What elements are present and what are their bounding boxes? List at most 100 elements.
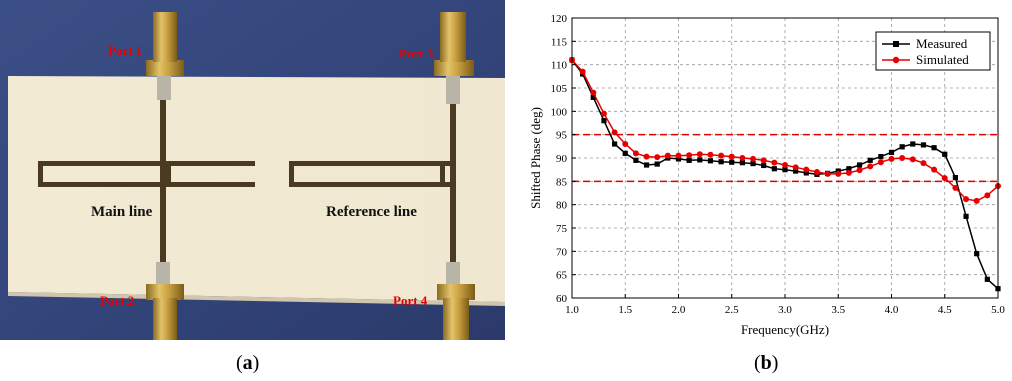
x-tick-label: 4.0 — [885, 304, 899, 316]
simulated-point — [632, 150, 639, 157]
y-tick-label: 95 — [556, 130, 568, 142]
measured-point — [750, 161, 756, 167]
y-tick-label: 90 — [556, 153, 568, 165]
simulated-point — [941, 175, 948, 182]
simulated-point — [899, 155, 906, 161]
measured-point — [878, 154, 884, 160]
main-line-trace — [38, 82, 255, 282]
measured-point — [654, 161, 660, 167]
measured-point — [686, 157, 692, 163]
y-tick-label: 105 — [551, 83, 568, 95]
y-tick-label: 65 — [556, 270, 568, 282]
legend-measured-marker — [893, 41, 899, 47]
caption-b: (b) — [754, 352, 778, 375]
measured-point — [601, 118, 607, 124]
sma-connector-port2 — [146, 262, 184, 340]
y-tick-label: 70 — [556, 246, 568, 258]
y-tick-label: 120 — [551, 13, 568, 25]
measured-point — [846, 166, 852, 172]
x-tick-label: 1.5 — [618, 304, 632, 316]
y-tick-label: 75 — [556, 223, 568, 235]
x-tick-label: 2.5 — [725, 304, 739, 316]
chart-series — [569, 57, 1001, 292]
simulated-point — [686, 152, 693, 159]
y-axis-title: Shifted Phase (deg) — [528, 107, 543, 209]
measured-point — [771, 166, 777, 172]
caption-a: (a) — [236, 352, 259, 375]
simulated-point — [984, 192, 991, 199]
reference-lines — [572, 133, 998, 183]
measured-point — [910, 141, 916, 147]
simulated-point — [909, 156, 916, 163]
simulated-point — [813, 169, 820, 175]
x-axis-title: Frequency(GHz) — [741, 322, 829, 337]
sma-connector-port3 — [434, 12, 474, 104]
y-tick-label: 100 — [551, 106, 568, 118]
measured-point — [867, 157, 873, 163]
pcb-board — [8, 76, 505, 306]
simulated-point — [739, 155, 746, 161]
sma-connector-port1 — [146, 12, 184, 100]
caption-b-open: ( — [754, 352, 761, 374]
simulated-point — [803, 166, 810, 173]
y-tick-label: 80 — [556, 200, 568, 212]
simulated-point — [931, 166, 938, 173]
simulated-point — [835, 170, 842, 177]
simulated-point — [579, 68, 586, 75]
simulated-point — [782, 162, 788, 168]
simulated-point — [856, 167, 863, 174]
x-tick-label: 5.0 — [991, 304, 1005, 316]
x-tick-label: 2.0 — [672, 304, 686, 316]
simulated-line — [571, 59, 999, 202]
measured-point — [633, 157, 639, 163]
measured-point — [974, 251, 980, 257]
x-tick-label: 3.5 — [831, 304, 845, 316]
simulated-point — [888, 155, 895, 162]
simulated-point — [963, 196, 970, 203]
measured-point — [931, 145, 937, 151]
shifted-phase-chart: 1.0 1.5 2.0 2.5 3.0 3.5 4.0 4.5 5.0 60 65 70 75 80 85 9… — [528, 13, 1006, 337]
fabricated-board-photo: Port 1 Port 2 Port 3 Port 4 Main line Re… — [0, 0, 505, 340]
chart-ticks: 1.0 1.5 2.0 2.5 3.0 3.5 4.0 4.5 5.0 60 65 70 75 80 85 9… — [551, 13, 1006, 316]
caption-b-close: ) — [771, 352, 779, 374]
simulated-point — [590, 89, 597, 96]
simulated-point — [718, 152, 725, 159]
simulated-point — [622, 141, 629, 147]
legend-box — [875, 31, 991, 71]
caption-b-letter: b — [760, 352, 772, 374]
measured-point — [803, 170, 809, 176]
measured-point — [942, 151, 948, 157]
simulated-point — [750, 155, 757, 162]
legend-simulated-label: Simulated — [916, 52, 969, 67]
y-tick-label: 60 — [556, 293, 568, 305]
measured-point — [761, 162, 767, 169]
port-1-label: Port 1 — [108, 43, 142, 58]
y-tick-label: 110 — [551, 60, 568, 72]
sma-connector-port4 — [437, 262, 475, 340]
simulated-point — [664, 152, 671, 159]
measured-point — [612, 141, 618, 147]
y-tick-label: 85 — [556, 176, 568, 188]
measured-point — [622, 150, 628, 156]
x-tick-label: 1.0 — [565, 304, 579, 316]
simulated-point — [867, 163, 874, 170]
simulated-point — [920, 160, 927, 167]
simulated-point — [973, 197, 980, 204]
port-3-label: Port 3 — [399, 46, 434, 61]
measured-point — [718, 159, 724, 165]
measured-point — [899, 144, 905, 150]
x-tick-label: 3.0 — [778, 304, 792, 316]
caption-a-close: ) — [252, 352, 260, 374]
legend-measured-label: Measured — [916, 36, 968, 51]
simulated-point — [952, 184, 959, 191]
simulated-point — [675, 152, 682, 159]
measured-point — [643, 162, 650, 168]
chart-legend: Measured Simulated — [875, 31, 991, 71]
legend-simulated-marker — [892, 56, 900, 64]
measured-point — [888, 149, 895, 155]
simulated-point — [792, 164, 799, 171]
measured-point — [782, 167, 788, 173]
measured-point — [856, 162, 863, 168]
simulated-point — [760, 157, 767, 164]
caption-a-letter: a — [242, 352, 253, 374]
